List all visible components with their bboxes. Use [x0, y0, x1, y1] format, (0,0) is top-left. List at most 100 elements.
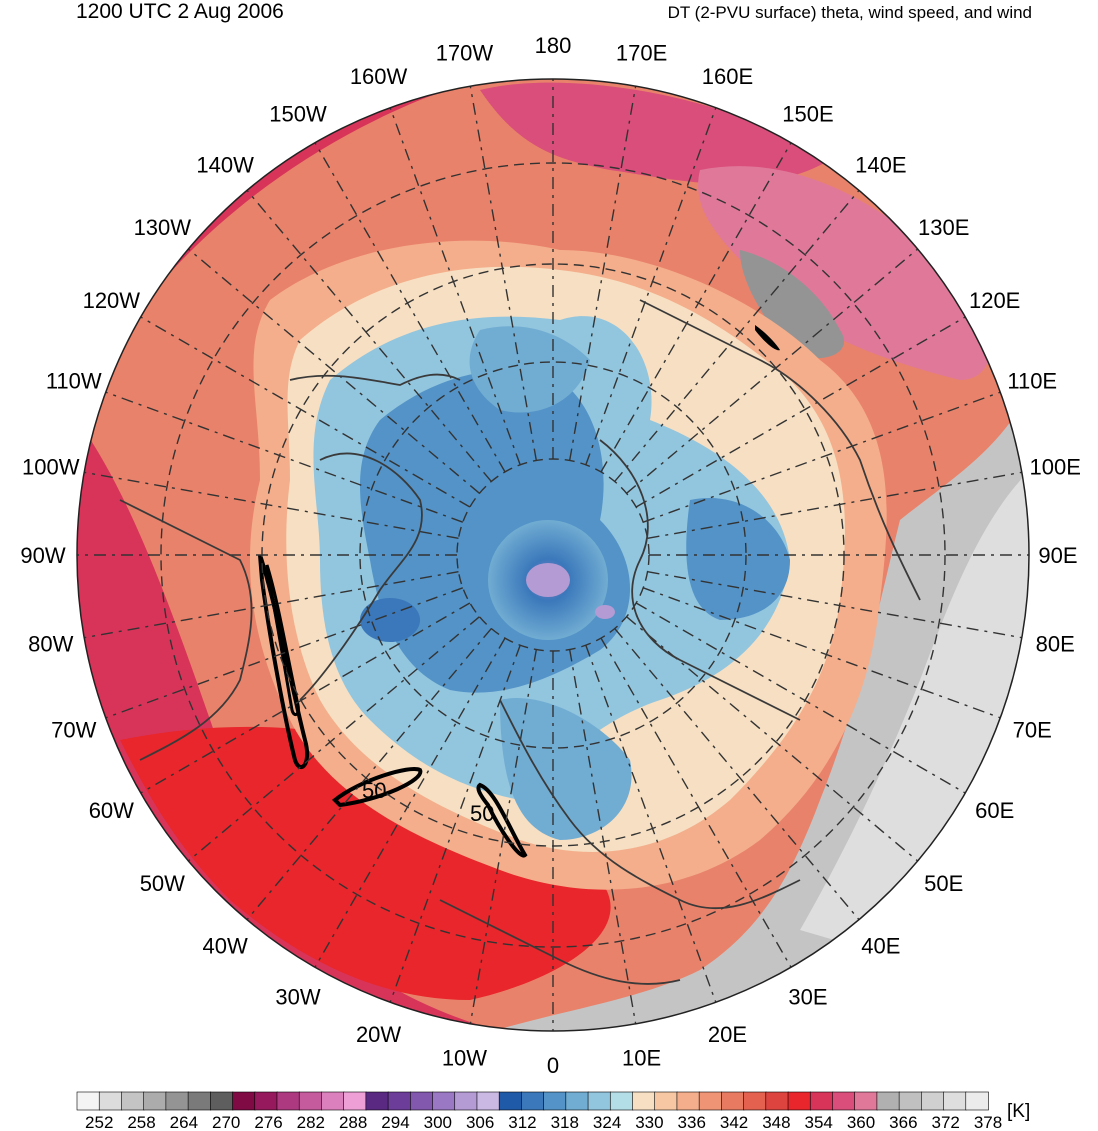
- meridian-line: [647, 471, 1022, 540]
- colorbar-swatch: [365, 1091, 389, 1111]
- meridian-label: 130E: [918, 215, 969, 240]
- colorbar-swatch: [232, 1091, 256, 1111]
- colorbar-tick-label: 252: [85, 1113, 113, 1131]
- meridian-label: 50E: [924, 871, 963, 896]
- colorbar: 252 258 264 270 276 282 288 294 300 306 312 318 324 3…: [76, 1091, 1030, 1131]
- colorbar-unit: [K]: [1007, 1101, 1030, 1122]
- colorbar-swatch: [698, 1091, 723, 1111]
- colorbar-tick-label: 318: [551, 1113, 579, 1131]
- meridian-line: [568, 86, 637, 461]
- colorbar-swatch: [298, 1091, 323, 1111]
- meridian-line: [642, 391, 1001, 523]
- colorbar-swatch: [498, 1091, 523, 1111]
- colorbar-swatch: [832, 1091, 856, 1111]
- jet-contour-label: 50: [362, 778, 386, 803]
- meridian-line: [246, 628, 492, 921]
- meridian-line: [140, 316, 471, 508]
- meridian-line: [600, 142, 792, 473]
- meridian-label: 30W: [275, 985, 320, 1010]
- meridian-line: [187, 616, 480, 862]
- colorbar-swatch: [76, 1091, 101, 1111]
- meridian-label: 130W: [134, 215, 192, 240]
- colorbar-swatch: [476, 1091, 500, 1111]
- colorbar-tick-label: 378: [974, 1113, 1002, 1131]
- colorbar-swatch: [387, 1091, 412, 1111]
- meridian-line: [647, 570, 1022, 639]
- meridian-label: 90W: [20, 543, 65, 568]
- meridian-label: 140W: [196, 152, 254, 177]
- meridian-line: [614, 628, 860, 921]
- meridian-label: 120W: [83, 288, 141, 313]
- meridian-label: 110W: [46, 369, 102, 394]
- colorbar-tick-label: 264: [170, 1113, 198, 1131]
- colorbar-swatch: [654, 1091, 678, 1111]
- colorbar-swatch: [543, 1091, 567, 1111]
- meridian-line: [105, 391, 464, 523]
- meridian-label: 150W: [269, 101, 327, 126]
- meridian-line: [626, 248, 919, 494]
- meridian-label: 120E: [969, 288, 1020, 313]
- meridian-label: 60W: [89, 798, 134, 823]
- colorbar-swatch: [854, 1091, 878, 1111]
- meridian-label: 140E: [855, 152, 906, 177]
- coastlines: [119, 299, 921, 985]
- colorbar-swatch: [187, 1091, 212, 1111]
- colorbar-tick-label: 366: [889, 1113, 917, 1131]
- colorbar-tick-label: 354: [805, 1113, 833, 1131]
- colorbar-swatch: [609, 1091, 634, 1111]
- meridian-line: [84, 570, 459, 639]
- colorbar-swatch: [454, 1091, 478, 1111]
- jet-contour-label: 50: [470, 801, 494, 826]
- colorbar-tick-label: 312: [508, 1113, 536, 1131]
- meridian-label: 90E: [1038, 543, 1077, 568]
- colorbar-swatch: [321, 1091, 345, 1111]
- map-boundary: [76, 78, 1030, 1032]
- colorbar-swatch: [98, 1091, 123, 1111]
- meridian-label: 170W: [436, 41, 494, 66]
- colorbar-tick-label: 306: [466, 1113, 494, 1131]
- meridian-label: 60E: [975, 798, 1014, 823]
- meridian-line: [105, 587, 464, 719]
- meridian-line: [585, 107, 717, 466]
- colorbar-swatch: [432, 1091, 456, 1111]
- meridian-label: 160W: [350, 64, 408, 89]
- colorbar-swatch: [521, 1091, 545, 1111]
- meridian-label: 150E: [782, 101, 833, 126]
- meridian-label: 30E: [788, 985, 827, 1010]
- colorbar-swatch: [921, 1091, 945, 1111]
- colorbar-swatch: [565, 1091, 589, 1111]
- colorbar-tick-label: 276: [254, 1113, 282, 1131]
- colorbar-swatch: [965, 1091, 989, 1111]
- meridian-label: 80W: [28, 632, 73, 657]
- meridian-label: 40E: [861, 934, 900, 959]
- colorbar-swatch: [721, 1091, 745, 1111]
- colorbar-swatch: [343, 1091, 367, 1111]
- colorbar-tick-label: 372: [931, 1113, 959, 1131]
- meridian-label: 50W: [140, 871, 185, 896]
- meridian-label: 100W: [22, 454, 80, 479]
- colorbar-swatch: [676, 1091, 700, 1111]
- colorbar-tick-label: 360: [847, 1113, 875, 1131]
- colorbar-tick-label: 300: [424, 1113, 452, 1131]
- meridian-label: 180: [535, 33, 572, 58]
- meridian-line: [187, 248, 480, 494]
- meridian-line: [568, 649, 637, 1024]
- colorbar-tick-label: 282: [297, 1113, 325, 1131]
- meridian-line: [585, 644, 717, 1003]
- meridian-label: 20E: [708, 1022, 747, 1047]
- meridian-line: [642, 587, 1001, 719]
- meridian-line: [389, 107, 521, 466]
- colorbar-tick-label: 348: [762, 1113, 790, 1131]
- meridian-line: [314, 142, 506, 473]
- colorbar-tick-label: 294: [381, 1113, 409, 1131]
- colorbar-swatch: [409, 1091, 434, 1111]
- meridian-line: [469, 649, 538, 1024]
- colorbar-tick-label: 324: [593, 1113, 621, 1131]
- meridian-label: 10E: [622, 1045, 661, 1070]
- colorbar-tick-label: 342: [720, 1113, 748, 1131]
- meridian-line: [600, 637, 792, 968]
- meridian-line: [84, 471, 459, 540]
- meridian-label: 160E: [702, 64, 753, 89]
- colorbar-swatch: [743, 1091, 767, 1111]
